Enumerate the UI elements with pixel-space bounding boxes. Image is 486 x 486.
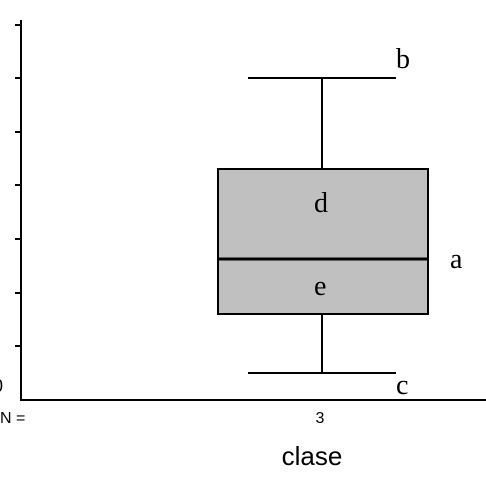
- median-annotation: a: [450, 244, 463, 275]
- upper-whisker-annotation: b: [396, 44, 410, 75]
- y-zero-tick-label: 0: [0, 376, 3, 396]
- n-label: N =: [0, 410, 25, 427]
- upper-half-annotation: d: [314, 188, 328, 219]
- lower-whisker-annotation: c: [396, 370, 408, 401]
- x-axis-title: clase: [282, 441, 343, 471]
- x-category-label: 3: [316, 410, 325, 427]
- box-body: [217, 168, 429, 315]
- lower-half-annotation: e: [314, 271, 326, 302]
- y-ticks: [15, 24, 21, 347]
